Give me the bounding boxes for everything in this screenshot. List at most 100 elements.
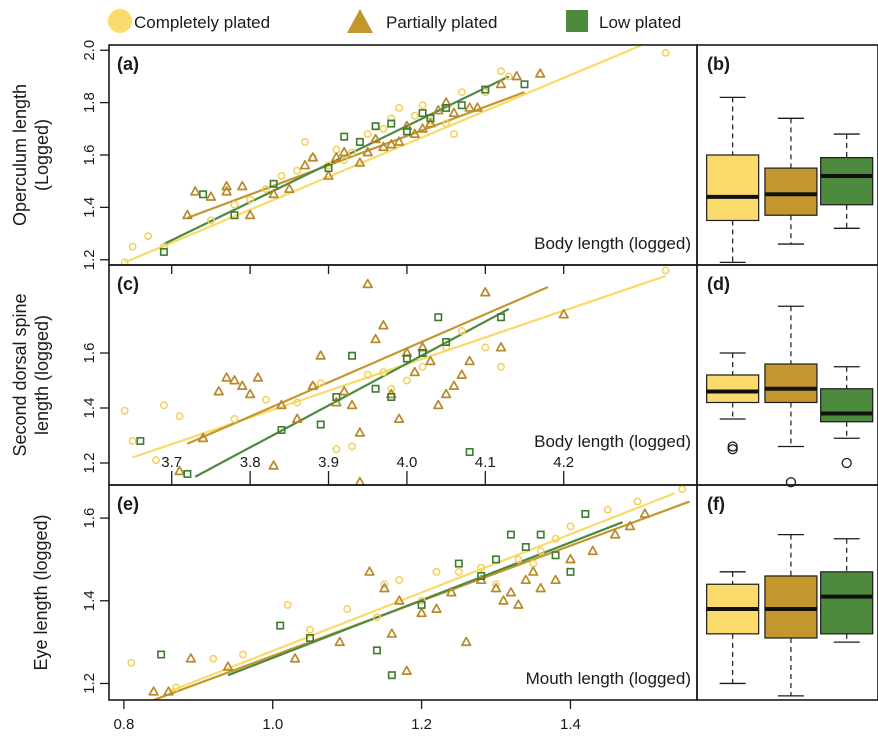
- panel-frame: [696, 484, 878, 701]
- box-iqr: [820, 157, 874, 206]
- y-axis-label: Second dorsal spine: [10, 293, 30, 456]
- point-partially: [354, 157, 366, 167]
- box-partially: [764, 305, 818, 488]
- point-low: [442, 337, 451, 346]
- point-completely: [379, 368, 388, 377]
- point-partially: [440, 97, 452, 107]
- box-iqr: [820, 388, 874, 423]
- y-tick-label: 1.4: [81, 590, 98, 611]
- fit-line-low: [227, 521, 623, 677]
- point-completely: [230, 200, 239, 209]
- box-outlier: [785, 477, 797, 488]
- point-partially: [409, 366, 420, 377]
- point-partially: [221, 372, 232, 382]
- point-completely: [152, 456, 160, 465]
- point-partially: [244, 388, 256, 399]
- point-partially: [244, 209, 256, 220]
- box-low: [820, 366, 874, 469]
- point-completely: [536, 547, 545, 556]
- point-completely: [343, 605, 352, 613]
- point-partially: [565, 553, 576, 564]
- point-partially: [401, 120, 413, 131]
- point-completely: [379, 124, 388, 133]
- legend-item-low: Low plated: [566, 10, 681, 32]
- point-low: [183, 469, 192, 478]
- panel-label: (f): [707, 494, 725, 514]
- box-low: [820, 538, 874, 643]
- point-low: [136, 436, 145, 445]
- y-tick-label: 1.6: [81, 508, 98, 529]
- point-partially: [276, 399, 287, 410]
- panel-d: (d): [696, 264, 878, 488]
- point-completely: [457, 88, 466, 97]
- point-low: [269, 179, 278, 188]
- point-partially: [299, 160, 311, 170]
- point-completely: [450, 130, 458, 138]
- fit-line-partially: [187, 91, 525, 219]
- point-completely: [497, 362, 505, 371]
- point-completely: [239, 650, 247, 659]
- point-partially: [456, 369, 467, 379]
- box-iqr: [706, 374, 760, 404]
- legend-label-low: Low plated: [599, 13, 681, 32]
- point-partially: [307, 380, 318, 390]
- point-completely: [206, 216, 215, 225]
- point-partially: [440, 388, 452, 399]
- panel-label: (c): [117, 274, 139, 294]
- point-partially: [362, 278, 373, 289]
- box-completely: [706, 352, 760, 455]
- x-tick-label: 3.9: [318, 454, 339, 471]
- data-layer: [120, 266, 670, 485]
- point-partially: [197, 432, 209, 443]
- point-completely: [283, 600, 292, 609]
- y-axis-label: Eye length (logged): [31, 514, 51, 670]
- point-partially: [587, 545, 598, 556]
- point-partially: [268, 188, 279, 199]
- point-partially: [289, 653, 301, 663]
- x-tick-label: 1.2: [411, 716, 432, 733]
- panel-frame: [108, 264, 698, 486]
- point-partially: [213, 386, 224, 396]
- box-low: [820, 133, 874, 229]
- point-partially: [386, 139, 397, 149]
- box-outlier: [727, 441, 738, 452]
- y-tick-label: 1.2: [81, 249, 98, 270]
- x-tick-label: 0.8: [113, 716, 134, 733]
- point-low: [536, 530, 545, 539]
- point-partially: [334, 636, 345, 647]
- point-partially: [284, 183, 295, 193]
- y-tick-label: 1.2: [81, 673, 98, 694]
- point-low: [276, 621, 285, 630]
- point-low: [159, 247, 168, 256]
- box-iqr: [764, 575, 818, 639]
- point-low: [324, 164, 333, 173]
- x-tick-label: 4.0: [396, 454, 417, 471]
- point-partially: [354, 427, 366, 437]
- point-completely: [477, 563, 486, 572]
- point-completely: [371, 122, 380, 131]
- point-completely: [159, 401, 168, 410]
- point-completely: [402, 376, 411, 385]
- point-partially: [229, 375, 240, 385]
- legend-item-completely: Completely plated: [108, 9, 270, 33]
- point-partially: [394, 595, 405, 605]
- point-completely: [395, 103, 404, 112]
- point-completely: [128, 437, 137, 445]
- x-tick-label: 1.4: [560, 716, 581, 733]
- point-low: [402, 127, 411, 136]
- point-partially: [535, 68, 546, 78]
- point-partially: [190, 186, 201, 196]
- point-low: [521, 543, 530, 552]
- point-partially: [433, 399, 444, 410]
- point-partially: [425, 355, 436, 366]
- point-partially: [182, 209, 193, 220]
- point-partially: [331, 397, 342, 407]
- x-tick-label: 3.7: [161, 454, 182, 471]
- point-partially: [550, 574, 561, 585]
- point-completely: [120, 406, 129, 415]
- point-low: [496, 313, 505, 322]
- point-partially: [221, 186, 232, 196]
- panels: 1.2 1.4 1.6 1.8 2.0 Operculum length (Logged) (…: [10, 40, 878, 733]
- point-partially: [505, 587, 517, 597]
